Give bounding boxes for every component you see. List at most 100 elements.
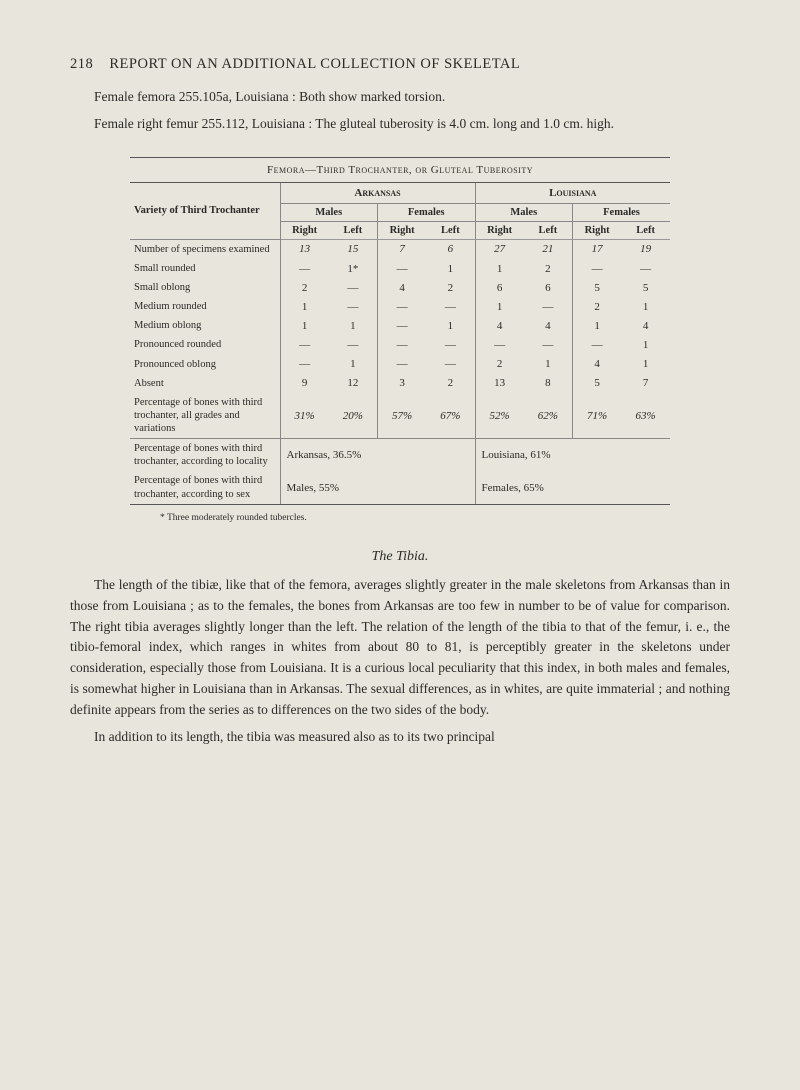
data-cell: 9 [280,374,329,393]
data-cell: — [378,297,427,316]
side-head: Right [280,221,329,239]
intro-p1: Female femora 255.105a, Louisiana : Both… [70,87,730,108]
row-label: Absent [130,374,280,393]
data-cell: 1 [280,316,329,335]
data-cell: 6 [426,239,475,259]
data-cell: 4 [475,316,524,335]
data-cell: 3 [378,374,427,393]
data-cell: — [378,335,427,354]
side-head: Right [475,221,524,239]
data-cell: 1 [329,316,378,335]
row-label: Number of specimens examined [130,239,280,259]
data-cell: 5 [573,278,622,297]
data-cell: 5 [621,278,670,297]
sex-head: Females [573,203,671,221]
data-cell: — [426,297,475,316]
data-cell: — [329,278,378,297]
table-row: Absent9123213857 [130,374,670,393]
data-cell: 4 [573,355,622,374]
row-label: Small rounded [130,259,280,278]
data-cell: 4 [378,278,427,297]
table-row: Small rounded—1*—112—— [130,259,670,278]
data-cell: 1 [524,355,573,374]
data-cell: 4 [621,316,670,335]
side-head: Right [573,221,622,239]
data-cell: 5 [573,374,622,393]
data-cell: — [329,335,378,354]
page-header: 218 REPORT ON AN ADDITIONAL COLLECTION O… [70,56,730,73]
row-label: Pronounced oblong [130,355,280,374]
region-arkansas: Arkansas [280,183,475,204]
page: 218 REPORT ON AN ADDITIONAL COLLECTION O… [0,0,800,1090]
data-cell: 62% [524,393,573,439]
data-cell: 1 [621,355,670,374]
intro-p2: Female right femur 255.112, Louisiana : … [70,114,730,135]
data-cell: 2 [280,278,329,297]
row-label: Percentage of bones with third trochante… [130,471,280,503]
row-label: Percentage of bones with third trochante… [130,393,280,439]
side-head: Right [378,221,427,239]
data-cell: 57% [378,393,427,439]
data-cell: 15 [329,239,378,259]
data-cell: 1 [329,355,378,374]
side-head: Left [621,221,670,239]
data-cell: 21 [524,239,573,259]
data-cell: 1 [426,316,475,335]
row-label: Small oblong [130,278,280,297]
data-cell: 8 [524,374,573,393]
data-cell: 27 [475,239,524,259]
sex-head: Males [475,203,573,221]
summary-cell: Louisiana, 61% [475,439,670,472]
data-cell: — [573,335,622,354]
data-cell: 1 [280,297,329,316]
body-p2: In addition to its length, the tibia was… [70,727,730,748]
data-cell: 31% [280,393,329,439]
data-cell: — [524,335,573,354]
data-cell: — [524,297,573,316]
data-cell: 6 [524,278,573,297]
variety-header: Variety of Third Trochanter [130,183,280,240]
data-cell: — [573,259,622,278]
data-cell: 7 [378,239,427,259]
data-cell: 6 [475,278,524,297]
body-block: The length of the tibiæ, like that of th… [70,575,730,748]
side-head: Left [524,221,573,239]
side-head: Left [329,221,378,239]
page-number: 218 [70,56,93,73]
summary-row: Percentage of bones with third trochante… [130,471,670,503]
data-cell: 2 [524,259,573,278]
data-cell: — [280,259,329,278]
data-cell: 2 [426,374,475,393]
table-row: Number of specimens examined131576272117… [130,239,670,259]
data-cell: 1 [621,297,670,316]
table-summary: Percentage of bones with third trochante… [130,439,670,504]
sex-head: Females [378,203,476,221]
data-cell: — [378,259,427,278]
body-p1: The length of the tibiæ, like that of th… [70,575,730,721]
data-cell: 2 [426,278,475,297]
data-cell: — [280,335,329,354]
data-cell: — [329,297,378,316]
region-louisiana: Louisiana [475,183,670,204]
table-row: Pronounced rounded———————1 [130,335,670,354]
header-title: REPORT ON AN ADDITIONAL COLLECTION OF SK… [109,56,520,72]
data-cell: 1 [573,316,622,335]
summary-cell: Females, 65% [475,471,670,503]
femora-table: Femora—Third Trochanter, or Gluteal Tube… [130,157,670,505]
data-cell: — [378,316,427,335]
summary-cell: Arkansas, 36.5% [280,439,475,472]
row-label: Medium rounded [130,297,280,316]
data-cell: — [475,335,524,354]
summary-row: Percentage of bones with third trochante… [130,439,670,472]
data-cell: 17 [573,239,622,259]
row-label: Medium oblong [130,316,280,335]
table-body: Number of specimens examined131576272117… [130,239,670,438]
row-label: Percentage of bones with third trochante… [130,439,280,472]
row-label: Pronounced rounded [130,335,280,354]
data-cell: 63% [621,393,670,439]
summary-cell: Males, 55% [280,471,475,503]
table-footnote: * Three moderately rounded tubercles. [160,513,730,523]
data-cell: — [378,355,427,374]
data-cell: 4 [524,316,573,335]
data-cell: 67% [426,393,475,439]
